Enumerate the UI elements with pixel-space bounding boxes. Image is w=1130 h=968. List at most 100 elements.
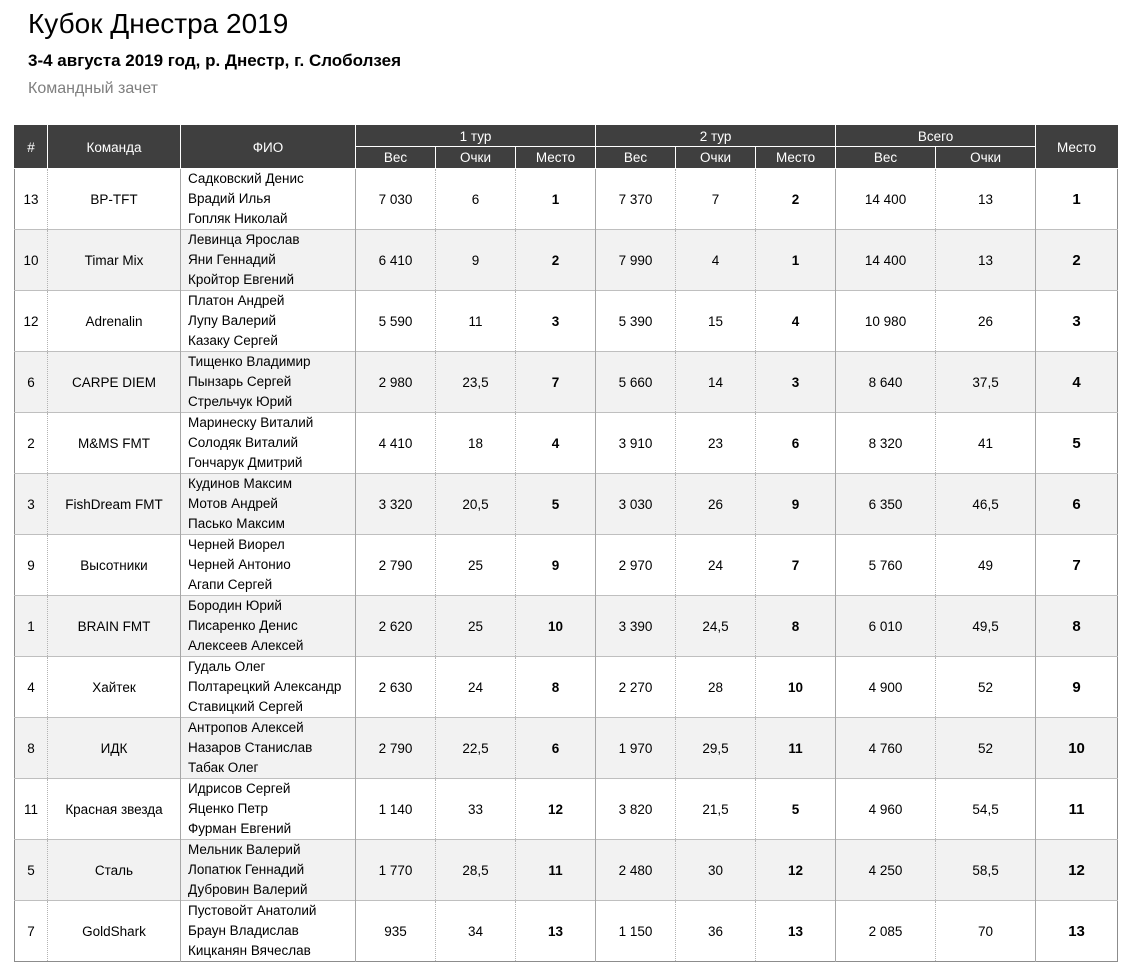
cell-r1-points: 28,5 [435,839,516,901]
member-name: Мельник Валерий [188,842,301,857]
header-r2-weight: Вес [595,146,677,169]
cell-r2-place: 3 [755,351,836,413]
cell-r2-weight: 2 270 [595,656,676,718]
section-label: Командный зачет [28,80,158,97]
cell-r2-points: 36 [675,900,756,962]
member-name: Пустовойт Анатолий [188,903,317,918]
table-row: 10 Timar Mix Левинца Ярослав Яни Геннадий Кр… [14,229,1118,291]
cell-team: Adrenalin [47,290,181,352]
cell-total-weight: 6 010 [835,595,936,657]
cell-r1-place: 2 [514,229,596,291]
cell-team: ИДК [47,717,181,779]
cell-total-weight: 4 760 [835,717,936,779]
member-name: Гончарук Дмитрий [188,455,303,470]
cell-fio: Садковский Денис Врадий Илья Гопляк Никола… [180,168,356,230]
cell-r1-weight: 2 790 [355,534,436,596]
cell-r1-points: 22,5 [435,717,516,779]
cell-r2-place: 7 [755,534,836,596]
cell-fio: Черней Виорел Черней Антонио Агапи Сергей [180,534,356,596]
cell-r1-place: 3 [514,290,596,352]
table-row: 13 BP-TFT Садковский Денис Врадий Илья Гопля… [14,168,1118,230]
cell-final-place: 4 [1035,351,1118,413]
table-row: 5 Сталь Мельник Валерий Лопатюк Геннадий Дуб… [14,839,1118,901]
cell-r1-place: 11 [514,839,596,901]
cell-final-place: 1 [1035,168,1118,230]
cell-final-place: 8 [1035,595,1118,657]
cell-num: 12 [14,290,48,352]
header-round1: 1 тур [354,125,597,147]
cell-r1-place: 1 [514,168,596,230]
cell-final-place: 5 [1035,412,1118,474]
cell-total-points: 49,5 [935,595,1036,657]
cell-r2-weight: 7 370 [595,168,676,230]
member-name: Агапи Сергей [188,577,273,592]
member-name: Назаров Станислав [188,740,313,755]
cell-r1-place: 7 [514,351,596,413]
cell-r1-place: 5 [514,473,596,535]
header-final-place: Место [1035,125,1119,169]
cell-r2-points: 15 [675,290,756,352]
member-name: Стрельчук Юрий [188,394,293,409]
cell-fio: Идрисов Сергей Яценко Петр Фурман Евгений [180,778,356,840]
cell-final-place: 2 [1035,229,1118,291]
cell-total-weight: 4 250 [835,839,936,901]
header-total-weight: Вес [835,146,937,169]
cell-fio: Кудинов Максим Мотов Андрей Пасько Максим [180,473,356,535]
member-name: Пынзарь Сергей [188,374,292,389]
cell-num: 2 [14,412,48,474]
header-r1-place: Место [514,146,597,169]
cell-r2-weight: 2 480 [595,839,676,901]
member-name: Дубровин Валерий [188,882,308,897]
cell-r1-weight: 2 980 [355,351,436,413]
cell-total-points: 41 [935,412,1036,474]
cell-num: 1 [14,595,48,657]
cell-r2-points: 30 [675,839,756,901]
cell-r2-place: 6 [755,412,836,474]
cell-r2-points: 7 [675,168,756,230]
header-team: Команда [47,125,181,169]
cell-r2-place: 9 [755,473,836,535]
cell-total-points: 52 [935,656,1036,718]
cell-r2-points: 24,5 [675,595,756,657]
cell-r1-weight: 4 410 [355,412,436,474]
cell-total-points: 13 [935,229,1036,291]
cell-r1-weight: 935 [355,900,436,962]
header-r2-points: Очки [675,146,757,169]
member-name: Лопатюк Геннадий [188,862,305,877]
cell-r1-points: 24 [435,656,516,718]
cell-r1-points: 23,5 [435,351,516,413]
cell-final-place: 9 [1035,656,1118,718]
cell-total-points: 26 [935,290,1036,352]
cell-total-weight: 5 760 [835,534,936,596]
cell-num: 6 [14,351,48,413]
cell-total-points: 58,5 [935,839,1036,901]
page-title: Кубок Днестра 2019 [28,8,289,39]
cell-r1-place: 9 [514,534,596,596]
cell-team: BP-TFT [47,168,181,230]
cell-final-place: 10 [1035,717,1118,779]
cell-r1-weight: 3 320 [355,473,436,535]
member-name: Врадий Илья [188,191,271,206]
table-row: 11 Красная звезда Идрисов Сергей Яценко Пет… [14,778,1118,840]
member-name: Солодяк Виталий [188,435,299,450]
cell-r2-weight: 1 970 [595,717,676,779]
cell-r1-weight: 1 140 [355,778,436,840]
cell-total-weight: 6 350 [835,473,936,535]
cell-team: Хайтек [47,656,181,718]
cell-r2-points: 29,5 [675,717,756,779]
cell-num: 7 [14,900,48,962]
cell-total-points: 13 [935,168,1036,230]
cell-r2-weight: 7 990 [595,229,676,291]
cell-fio: Маринеску Виталий Солодяк Виталий Гончарук… [180,412,356,474]
cell-total-weight: 4 960 [835,778,936,840]
member-name: Пасько Максим [188,516,285,531]
cell-num: 8 [14,717,48,779]
table-row: 3 FishDream FMT Кудинов Максим Мотов Андрей… [14,473,1118,535]
member-name: Гудаль Олег [188,659,266,674]
member-name: Идрисов Сергей [188,781,291,796]
cell-r2-weight: 3 820 [595,778,676,840]
table-row: 12 Adrenalin Платон Андрей Лупу Валерий Каза… [14,290,1118,352]
cell-total-points: 54,5 [935,778,1036,840]
table-row: 4 Хайтек Гудаль Олег Полтарецкий Александр С… [14,656,1118,718]
cell-r2-weight: 5 660 [595,351,676,413]
